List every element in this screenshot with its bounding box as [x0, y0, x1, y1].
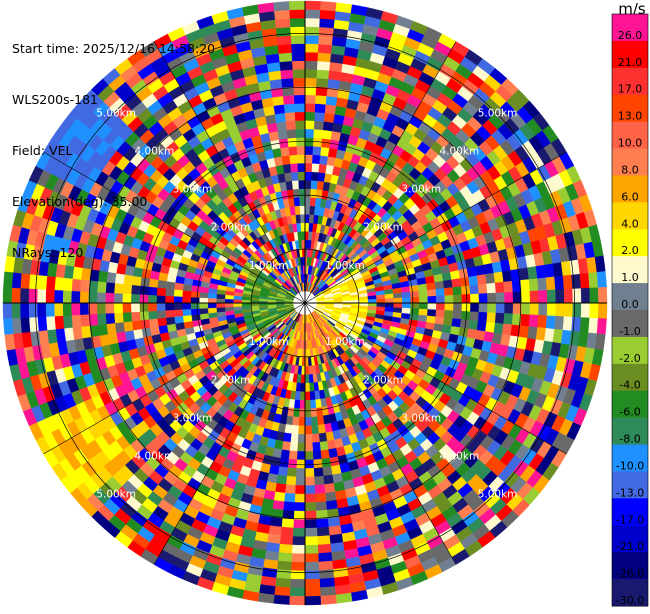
- colorbar-swatch: [612, 390, 648, 419]
- colorbar-swatch: [612, 283, 648, 311]
- range-ring-label: 4.00km: [135, 146, 175, 158]
- colorbar-swatch: [612, 121, 648, 150]
- colorbar-tick-label: -10.0: [616, 460, 644, 473]
- azimuth-spoke: [304, 151, 567, 304]
- scan-info-panel: Start time: 2025/12/16 14:58:20 WLS200s-…: [12, 6, 215, 278]
- colorbar-swatch: [612, 310, 648, 338]
- colorbar-swatch: [612, 175, 648, 203]
- colorbar-swatch: [612, 552, 648, 580]
- colorbar-tick-label: -17.0: [616, 513, 644, 526]
- range-ring-label: 5.00km: [478, 107, 518, 119]
- colorbar-swatch: [612, 202, 648, 230]
- colorbar-swatch: [612, 417, 648, 446]
- colorbar-tick-label: 21.0: [618, 56, 643, 69]
- range-ring-label: 1.00km: [325, 336, 365, 348]
- range-ring-label: 1.00km: [325, 260, 365, 272]
- range-ring-label: 2.00km: [211, 222, 251, 234]
- colorbar-swatch: [612, 444, 648, 472]
- colorbar-tick-label: -8.0: [619, 433, 640, 446]
- azimuth-spoke: [304, 41, 457, 304]
- azimuth-spoke: [43, 302, 306, 455]
- range-ring-label: 4.00km: [440, 451, 480, 463]
- colorbar-tick-label: -4.0: [619, 379, 640, 392]
- range-ring-label: 5.00km: [96, 489, 136, 501]
- colorbar-tick-label: -21.0: [616, 540, 644, 553]
- azimuth-spoke: [304, 302, 567, 455]
- azimuth-spoke: [153, 41, 306, 304]
- colorbar-swatch: [612, 256, 648, 284]
- colorbar-unit-label: m/s: [618, 0, 646, 18]
- colorbar-swatch: [612, 525, 648, 553]
- colorbar-swatch: [612, 94, 648, 123]
- range-ring-label: 5.00km: [478, 489, 518, 501]
- field-text: Field: VEL: [12, 143, 73, 158]
- range-ring-label: 4.00km: [135, 451, 175, 463]
- range-ring-label: 3.00km: [173, 412, 213, 424]
- colorbar-tick-label: -1.0: [619, 325, 640, 338]
- velocity-colorbar: 26.0 21.0 17.0 13.0 10.0 8.0 6.0 4.0 2.0 1.0 0.0 -1…: [610, 0, 650, 610]
- colorbar-tick-label: 8.0: [621, 164, 639, 177]
- colorbar-swatch: [612, 67, 648, 96]
- colorbar-tick-label: 17.0: [618, 83, 643, 96]
- colorbar-border: [611, 13, 649, 607]
- colorbar-tick-label: 0.0: [621, 298, 639, 311]
- colorbar-tick-label: -13.0: [616, 486, 644, 499]
- nrays-text: NRays: 120: [12, 245, 84, 260]
- colorbar-tick-label: -26.0: [616, 567, 644, 580]
- colorbar-swatch: [612, 579, 648, 607]
- colorbar-tick-label: 4.0: [621, 217, 639, 230]
- colorbar-swatch: [612, 229, 648, 257]
- range-ring-label: 3.00km: [401, 184, 441, 196]
- range-ring-label: 2.00km: [363, 374, 403, 386]
- colorbar-tick-label: 1.0: [621, 271, 639, 284]
- velocity-gates: [2, 0, 608, 606]
- range-ring-label: 1.00km: [249, 336, 289, 348]
- colorbar-swatch: [612, 14, 648, 42]
- colorbar-tick-label: 10.0: [618, 137, 643, 150]
- colorbar-tick-label: -6.0: [619, 406, 640, 419]
- colorbar-tick-label: 6.0: [621, 190, 639, 203]
- colorbar-tick-label: 2.0: [621, 244, 639, 257]
- azimuth-spoke: [304, 302, 457, 565]
- range-ring-label: 2.00km: [211, 374, 251, 386]
- range-ring-label: 5.00km: [96, 107, 136, 119]
- range-ring-label: 1.00km: [249, 260, 289, 272]
- start-time-text: Start time: 2025/12/16 14:58:20: [12, 41, 216, 56]
- colorbar-tick-label: 13.0: [618, 110, 643, 123]
- colorbar-tick-label: -2.0: [619, 352, 640, 365]
- range-ring-label: 4.00km: [440, 146, 480, 158]
- station-name-text: WLS200s-181: [12, 92, 98, 107]
- colorbar-swatch: [612, 336, 648, 365]
- colorbar-swatch: [612, 498, 648, 526]
- elevation-text: Elevation(deg): 35.00: [12, 194, 148, 209]
- range-ring-label: 3.00km: [401, 412, 441, 424]
- azimuth-spoke: [43, 151, 306, 304]
- ppi-radar-display: 1.00km 1.00km 1.00km 1.00km 2.00km 2.00km 2.00…: [2, 0, 608, 606]
- colorbar-swatch: [612, 40, 648, 69]
- ppi-plot: 1.00km 1.00km 1.00km 1.00km 2.00km 2.00km 2.00…: [2, 0, 608, 606]
- colorbar-tick-label: 26.0: [618, 29, 643, 42]
- colorbar-swatch: [612, 363, 648, 392]
- range-ring-label: 3.00km: [173, 184, 213, 196]
- colorbar-swatch: [612, 471, 648, 499]
- colorbar-tick-label: -30.0: [616, 594, 644, 607]
- colorbar-swatch: [612, 148, 648, 176]
- range-ring-label: 2.00km: [363, 222, 403, 234]
- azimuth-spoke: [153, 302, 306, 565]
